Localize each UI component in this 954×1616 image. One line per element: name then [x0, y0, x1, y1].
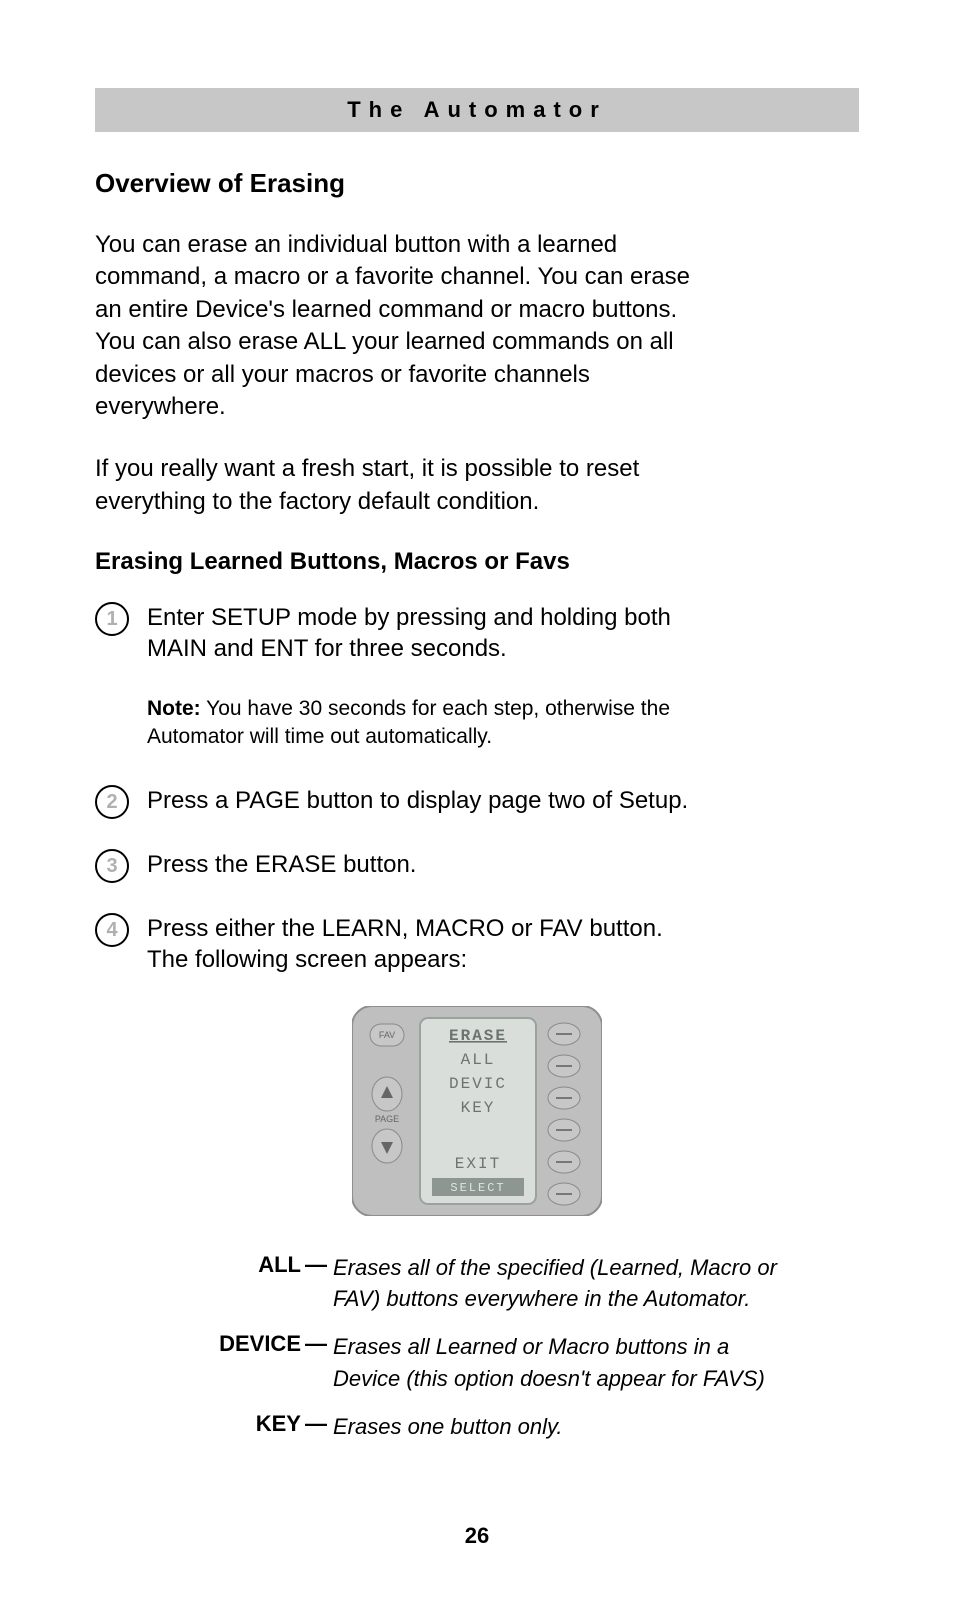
overview-paragraph-1: You can erase an individual button with … [95, 229, 715, 423]
step-text-1: Enter SETUP mode by pressing and holding… [147, 602, 707, 664]
page-number: 26 [95, 1523, 859, 1549]
header-title: The Automator [347, 97, 607, 122]
overview-paragraph-2: If you really want a fresh start, it is … [95, 453, 715, 518]
def-desc-key: Erases one button only. [333, 1411, 793, 1443]
step-1: 1 Enter SETUP mode by pressing and holdi… [95, 602, 859, 664]
note-label: Note: [147, 697, 201, 720]
definition-all: ALL — Erases all of the specified (Learn… [175, 1252, 859, 1316]
step-text-2: Press a PAGE button to display page two … [147, 785, 688, 816]
definitions-list: ALL — Erases all of the specified (Learn… [175, 1252, 859, 1443]
def-term-all: ALL [175, 1252, 305, 1316]
note-text: You have 30 seconds for each step, other… [147, 697, 670, 748]
step-bullet-1: 1 [95, 602, 129, 636]
def-desc-device: Erases all Learned or Macro buttons in a… [333, 1331, 793, 1395]
page-header: The Automator [95, 88, 859, 132]
def-dash: — [305, 1331, 333, 1395]
screen-title: ERASE [449, 1027, 507, 1045]
step-4: 4 Press either the LEARN, MACRO or FAV b… [95, 913, 859, 975]
step-bullet-2: 2 [95, 785, 129, 819]
def-term-device: DEVICE [175, 1331, 305, 1395]
def-dash: — [305, 1252, 333, 1316]
def-dash: — [305, 1411, 333, 1443]
device-screen-illustration: FAV PAGE ERASE ALL DEVIC KEY EXIT SELECT [352, 1006, 602, 1216]
definition-key: KEY — Erases one button only. [175, 1411, 859, 1443]
section-heading-erasing: Erasing Learned Buttons, Macros or Favs [95, 548, 859, 576]
page-button-label: PAGE [375, 1114, 399, 1124]
definition-device: DEVICE — Erases all Learned or Macro but… [175, 1331, 859, 1395]
screen-line-5: EXIT [455, 1155, 501, 1173]
def-desc-all: Erases all of the specified (Learned, Ma… [333, 1252, 793, 1316]
note: Note: You have 30 seconds for each step,… [147, 695, 707, 752]
def-term-key: KEY [175, 1411, 305, 1443]
step-2: 2 Press a PAGE button to display page tw… [95, 785, 859, 819]
screen-line-3: KEY [461, 1099, 496, 1117]
step-text-3: Press the ERASE button. [147, 849, 416, 880]
screen-line-1: ALL [461, 1051, 496, 1069]
section-heading-overview: Overview of Erasing [95, 168, 859, 199]
step-bullet-4: 4 [95, 913, 129, 947]
screen-footer: SELECT [450, 1181, 505, 1195]
fav-button-label: FAV [379, 1030, 395, 1040]
step-text-4: Press either the LEARN, MACRO or FAV but… [147, 913, 707, 975]
screen-line-2: DEVIC [449, 1075, 507, 1093]
step-bullet-3: 3 [95, 849, 129, 883]
step-3: 3 Press the ERASE button. [95, 849, 859, 883]
